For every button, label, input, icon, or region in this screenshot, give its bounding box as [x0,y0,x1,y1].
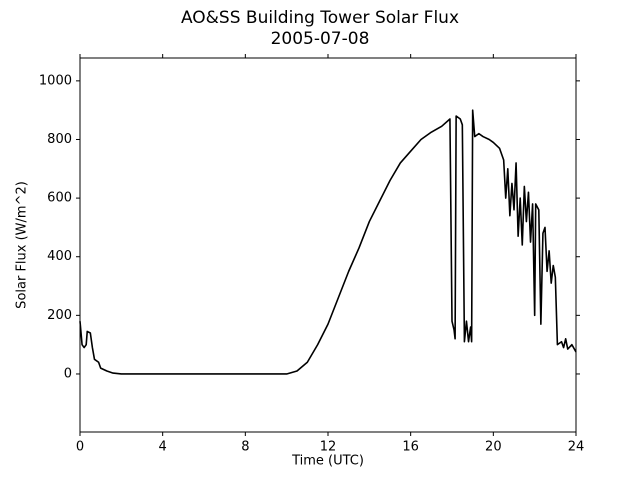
x-tick-label: 4 [159,440,167,455]
y-tick-label: 800 [47,132,72,147]
y-tick-label: 0 [64,366,72,381]
y-tick-label: 400 [47,249,72,264]
x-axis-label: Time (UTC) [291,454,364,469]
x-tick-label: 16 [402,440,419,455]
y-tick-label: 200 [47,308,72,323]
x-tick-label: 24 [568,440,585,455]
x-tick-label: 20 [485,440,502,455]
x-tick-label: 12 [320,440,337,455]
x-tick-label: 8 [241,440,249,455]
y-tick-label: 1000 [39,73,72,88]
x-tick-label: 0 [76,440,84,455]
y-axis-label: Solar Flux (W/m^2) [15,181,30,309]
plot-frame [79,57,577,433]
data-line [79,109,577,375]
chart-title: AO&SS Building Tower Solar Flux [181,8,459,28]
y-tick-label: 600 [47,191,72,206]
chart-subtitle: 2005-07-08 [271,29,370,49]
